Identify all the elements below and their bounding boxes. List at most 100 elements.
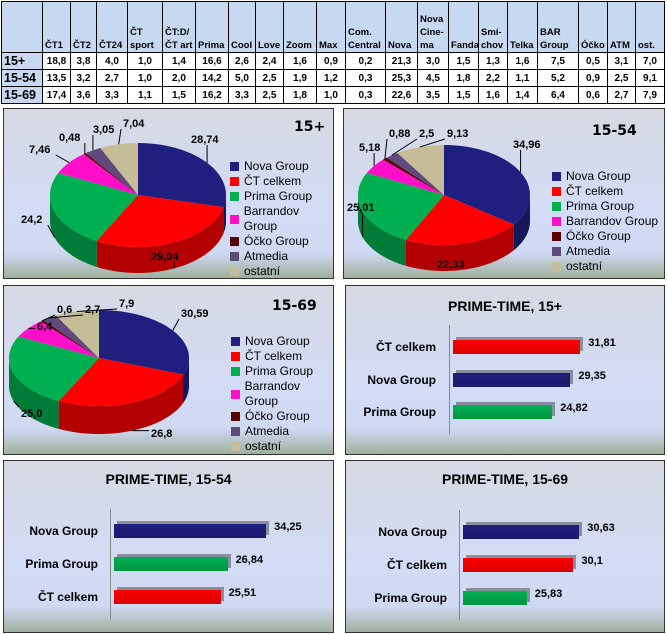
legend-item: Barrandov Group <box>552 214 658 229</box>
legend-label: ostatní <box>566 259 603 273</box>
data-label: 34,96 <box>513 139 541 151</box>
legend-label: ČT celkem <box>566 184 624 198</box>
pie-slice-prima-group <box>9 336 99 401</box>
legend-swatch <box>231 367 240 376</box>
table-cell: 1,1 <box>507 69 538 87</box>
legend-item: Prima Group <box>231 364 333 379</box>
table-cell: 9,1 <box>635 69 665 87</box>
legend-item: Óčko Group <box>552 229 658 244</box>
legend-label: Nova Group <box>566 169 631 183</box>
legend-label: ČT celkem <box>244 174 302 188</box>
legend: Nova Group ČT celkem Prima Group Barrandov … <box>552 169 658 274</box>
pie-slice-ct-celkem <box>405 195 514 245</box>
legend-item: Atmedia <box>231 424 333 439</box>
table-cell: 2,4 <box>255 52 284 70</box>
legend-item: Barrandov Group <box>231 379 333 409</box>
pie-panel-15-54: 34,96 22,33 25,01 5,18 0,88 2,5 9,13 15-54 Nova … <box>343 108 665 279</box>
table-cell: 3,3 <box>228 86 256 104</box>
legend-item: ČT celkem <box>231 349 333 364</box>
data-label: 3,05 <box>93 124 114 136</box>
column-header: Cool <box>228 1 256 53</box>
legend-label: Óčko Group <box>566 229 631 243</box>
table-cell: 0,3 <box>345 69 386 87</box>
legend-item: ČT celkem <box>552 184 658 199</box>
leader-line <box>391 138 418 156</box>
pie-slice-side <box>223 195 226 234</box>
table-cell: 25,3 <box>385 69 418 87</box>
category-label: Nova Group <box>367 373 436 387</box>
table-cell: 7,0 <box>635 52 665 70</box>
table-cell: 1,8 <box>283 86 317 104</box>
data-label: 30,59 <box>181 308 209 320</box>
table-cell: 1,8 <box>448 69 479 87</box>
table-cell: 3,1 <box>607 52 636 70</box>
data-label: 22,33 <box>437 259 465 271</box>
table-cell: 0,2 <box>345 52 386 70</box>
legend-label: Prima Group <box>244 189 313 203</box>
data-label: 0,48 <box>59 132 80 144</box>
leader-line <box>384 138 388 159</box>
data-label: 0,88 <box>389 128 410 140</box>
row-header: 15+ <box>1 52 43 70</box>
legend-label: Óčko Group <box>244 234 309 248</box>
column-header: Zoom <box>283 1 317 53</box>
leader-line <box>76 308 118 312</box>
table-cell: 1,6 <box>507 52 538 70</box>
category-axis <box>459 510 460 620</box>
bar-prima-group <box>463 591 527 605</box>
table-cell: 16,6 <box>195 52 229 70</box>
data-label: 6,4 <box>37 321 53 333</box>
bar-nova-group <box>453 373 571 387</box>
table-cell: 18,8 <box>42 52 71 70</box>
column-header: Nova Cine-ma <box>417 1 449 53</box>
pie-slice-ostatni <box>56 310 99 358</box>
pie-slice-atmedia <box>386 153 444 195</box>
data-label: 25,01 <box>347 202 375 214</box>
row-header: 15-69 <box>1 86 43 104</box>
table-row: 15-54 13,5 3,2 2,7 1,0 2,0 14,2 5,0 2,5 1,9 1,2 0,3… <box>1 69 665 87</box>
legend-swatch <box>231 352 240 361</box>
legend-item: Nova Group <box>230 159 333 174</box>
pie-slice-side <box>58 374 184 434</box>
data-label: 34,25 <box>274 521 302 533</box>
leader-line <box>47 224 55 238</box>
category-label: Nova Group <box>378 525 447 539</box>
legend-swatch <box>230 267 239 276</box>
table-cell: 14,2 <box>195 69 229 87</box>
bar-panel-prime-15-54: PRIME-TIME, 15-54 Nova Group 34,25 Prima Gr… <box>3 460 334 633</box>
legend-item: Atmedia <box>230 249 333 264</box>
table-cell: 1,0 <box>127 69 163 87</box>
data-label: 2,5 <box>419 128 434 140</box>
pie-slice-ocko-group <box>40 320 99 358</box>
table-cell: 2,5 <box>607 69 636 87</box>
column-header: Love <box>255 1 284 53</box>
pie-slice-nova-group <box>99 310 189 375</box>
table-cell: 2,7 <box>607 86 636 104</box>
pie-slice-nova-group <box>138 143 226 208</box>
pie-chart: 28,74 29,04 24,2 7,46 0,48 3,05 7,04 <box>21 118 226 273</box>
legend-label: Barrandov Group <box>566 214 659 228</box>
data-label: 25,0 <box>21 408 42 420</box>
table-cell: 2,0 <box>162 69 196 87</box>
chart-title: PRIME-TIME, 15-69 <box>441 471 569 487</box>
legend: Nova Group ČT celkem Prima Group Barrandov … <box>231 334 333 454</box>
table-cell: 1,5 <box>448 52 479 70</box>
data-label: 24,82 <box>560 402 588 414</box>
data-label: 9,13 <box>447 128 468 140</box>
legend-swatch <box>552 172 561 181</box>
legend-item: ostatní <box>230 264 333 278</box>
pie-slice-side <box>183 358 189 403</box>
legend-label: ostatní <box>244 264 281 278</box>
pie-slice-side <box>405 224 514 271</box>
legend-item: ČT celkem <box>230 174 333 189</box>
legend-item: Óčko Group <box>231 409 333 424</box>
pie-slice-prima-group <box>358 172 444 240</box>
table-cell: 17,4 <box>42 86 71 104</box>
leader-line <box>13 400 20 408</box>
legend-label: Nova Group <box>244 159 309 173</box>
chart-title: PRIME-TIME, 15-54 <box>105 471 232 487</box>
table-cell: 1,4 <box>162 52 196 70</box>
legend-item: Atmedia <box>552 244 658 259</box>
table-cell: 4,0 <box>96 52 128 70</box>
